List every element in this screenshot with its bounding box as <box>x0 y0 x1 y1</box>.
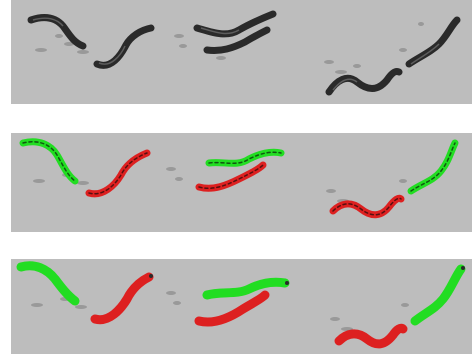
panel-tracked-outline <box>11 133 472 232</box>
worm-5 <box>325 68 403 96</box>
panel-raw-frames <box>11 0 472 104</box>
worm-texture <box>32 17 440 91</box>
worm-tails <box>149 266 465 285</box>
worm-4 <box>203 26 271 54</box>
worm-6 <box>407 139 459 195</box>
worm-1 <box>19 138 79 185</box>
worms-green <box>16 261 466 326</box>
worm-2 <box>85 149 151 198</box>
worm-4 <box>194 290 270 327</box>
worm-1 <box>16 261 80 306</box>
debris-specks <box>33 167 407 203</box>
raw-frames-image <box>27 10 461 96</box>
worms-dark <box>27 10 461 96</box>
worm-4 <box>195 161 267 192</box>
worms-green <box>19 138 459 195</box>
worms-red <box>85 149 405 219</box>
tracked-outline-image <box>19 138 459 219</box>
worm-6 <box>405 16 461 68</box>
debris-specks <box>35 22 424 74</box>
worm-2 <box>90 272 154 325</box>
panel-tracked-filled <box>11 259 472 354</box>
worm-6 <box>410 264 466 326</box>
worm-3 <box>202 277 290 300</box>
worm-2 <box>93 24 155 69</box>
worms-red <box>90 272 408 349</box>
worm-5 <box>334 323 408 349</box>
tracked-filled-image <box>16 261 466 349</box>
